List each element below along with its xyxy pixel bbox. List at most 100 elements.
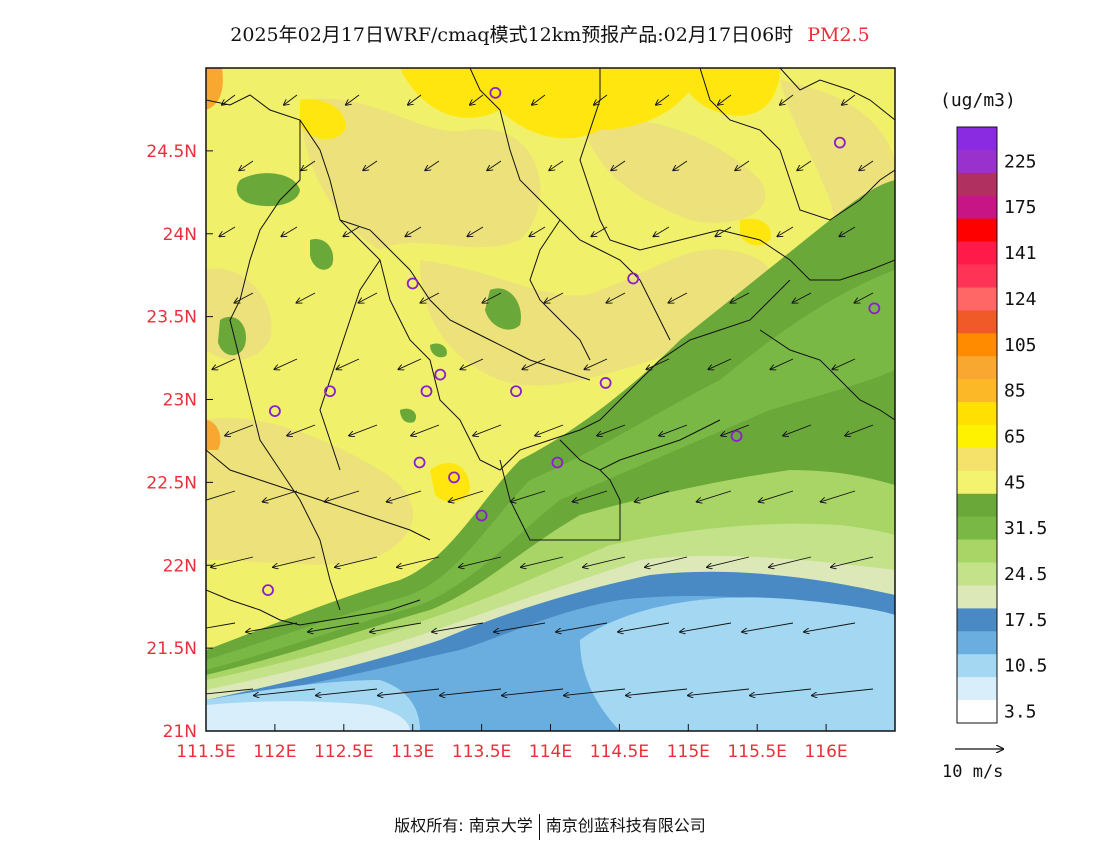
wind-vector-field [206,94,874,695]
yellow-patch-5 [430,462,470,502]
wind-arrow [750,688,812,695]
wind-arrow [225,424,254,436]
colorbar-swatch [957,677,997,701]
wind-arrow [363,160,378,170]
wind-arrow [697,490,732,502]
green-spot-5 [430,343,447,358]
colorbar-swatch [957,264,997,288]
lat-tick-label: 24.5N [146,142,197,162]
colorbar-swatch [957,310,997,334]
wind-arrow [234,292,254,303]
colorbar-label: 24.5 [1004,564,1047,585]
wind-arrow [804,622,856,632]
green-spot-2 [218,316,246,356]
wind-arrow [742,622,794,632]
wind-arrow [487,160,502,170]
wind-arrow [573,490,608,502]
wind-arrow [659,424,688,436]
station-marker [434,368,447,381]
wind-arrow [832,358,856,369]
wind-arrow [440,688,502,695]
station-marker [413,456,426,469]
colorbar-label: 31.5 [1004,518,1047,539]
wind-arrow [854,292,874,303]
colorbar-swatch [957,287,997,311]
wind-arrow [316,688,378,695]
colorbar-label: 105 [1004,335,1037,356]
wind-arrow [206,688,254,695]
colorbar-swatch [957,379,997,403]
wind-arrow [521,556,564,567]
wind-arrow [797,160,812,170]
colorbar-swatch [957,425,997,449]
axis-ticks: 111.5E 112E 112.5E 113E 113.5E 114E 114.5E 115E… [146,142,847,762]
lat-tick-label: 23.5N [146,308,197,328]
wind-arrow [349,424,378,436]
wind-arrow [777,226,794,236]
colorbar-frame [956,126,998,724]
wind-arrow [502,688,564,695]
wind-arrow [715,226,732,236]
wind-arrow [831,556,874,567]
wind-arrow [482,292,502,303]
wind-arrow [759,490,794,502]
colorbar-swatch [957,241,997,265]
wind-arrow [618,622,670,632]
station-marker [489,86,502,99]
wind-arrow [467,226,484,236]
colorbar: 225 175 141 124 105 85 65 45 31.5 24.5 17.5 10.5 3.5 [956,126,1047,724]
colorbar-swatch [957,218,997,242]
wind-arrow [263,490,298,502]
wind-arrow [597,424,626,436]
wind-arrow [511,490,546,502]
wind-arrow [549,160,564,170]
wind-arrow [301,160,316,170]
wind-arrow [812,688,874,695]
wind-arrow [783,424,812,436]
station-marker [406,277,419,290]
wind-arrow [583,556,626,567]
colorbar-unit: (ug/m3) [940,90,1016,111]
band-palest-blue [206,701,410,731]
wind-arrow [668,292,688,303]
yellow-patch-4 [740,218,771,246]
lon-tick-label: 111.5E [176,742,235,762]
yellow-patch-2 [680,68,780,116]
wind-arrow [397,556,440,567]
boundary-lines [206,68,895,626]
colorbar-label: 175 [1004,197,1037,218]
colorbar-swatch [957,402,997,426]
wind-arrow [556,622,608,632]
lon-tick-label: 114.5E [590,742,649,762]
colorbar-label: 85 [1004,381,1026,402]
lon-tick-label: 113E [391,742,434,762]
wind-arrow [219,226,236,236]
wind-arrow [532,94,546,105]
khaki-patch-4 [206,418,413,565]
wind-arrow [792,292,812,303]
wind-arrow [420,292,440,303]
wind-arrow [387,490,422,502]
title-main: 2025年02月17日WRF/cmaq模式12km预报产品:02月17日06时 [230,24,794,46]
colorbar-label: 225 [1004,151,1037,172]
wind-arrow [611,160,626,170]
colorbar-swatch [957,562,997,586]
lon-tick-label: 113.5E [452,742,511,762]
lat-tick-label: 21.5N [146,639,197,659]
chart-title: 2025年02月17日WRF/cmaq模式12km预报产品:02月17日06时 P… [0,20,1100,47]
wind-arrow [206,622,236,629]
station-marker [868,302,881,315]
wind-arrow [584,358,608,369]
wind-arrow [708,358,732,369]
wind-arrow [735,160,750,170]
wind-arrow [535,424,564,436]
wind-arrow [544,292,564,303]
wind-arrow [378,688,440,695]
colorbar-swatch [957,631,997,655]
wind-arrow [239,160,254,170]
colorbar-swatch [957,608,997,632]
concentration-field [206,68,895,731]
khaki-patch-1 [300,98,541,250]
green-spot-6 [400,408,417,423]
lat-tick-label: 21N [163,722,197,742]
